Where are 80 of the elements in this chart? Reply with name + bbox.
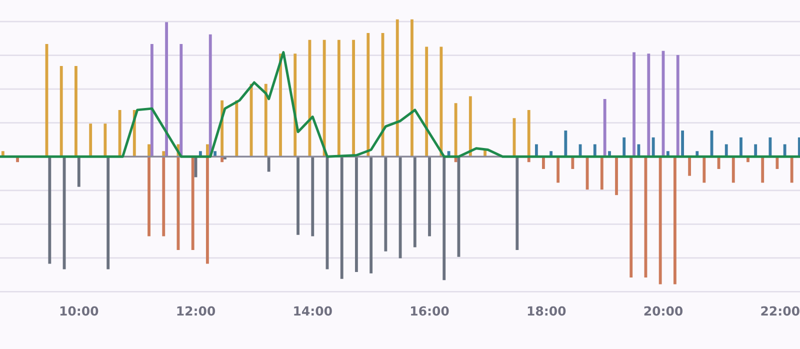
bar — [740, 137, 742, 157]
bar — [396, 19, 399, 157]
bar — [754, 144, 758, 157]
bar — [279, 54, 282, 157]
bar — [622, 137, 626, 157]
bar — [468, 96, 472, 157]
bar — [783, 144, 786, 157]
bar — [556, 156, 560, 183]
bar — [516, 156, 519, 250]
bar — [296, 156, 300, 235]
x-tick-label: 20:00 — [644, 306, 683, 316]
bar — [442, 156, 446, 280]
x-tick-label: 14:00 — [294, 306, 332, 316]
bar — [165, 22, 168, 157]
bar — [340, 156, 344, 279]
bar — [162, 151, 166, 157]
bar — [534, 144, 538, 157]
bar — [398, 156, 402, 258]
x-tick-label: 22:00 — [761, 306, 800, 316]
bar — [673, 156, 676, 284]
bar — [235, 100, 238, 157]
bar — [615, 156, 618, 196]
bar — [790, 156, 794, 183]
bar — [89, 124, 92, 157]
bar — [425, 46, 428, 157]
x-tick-label: 16:00 — [411, 306, 449, 316]
bar — [150, 44, 154, 157]
bar — [106, 156, 110, 270]
bar — [74, 66, 78, 157]
bar — [60, 66, 63, 157]
bar — [440, 46, 443, 157]
bar — [118, 110, 122, 157]
bar — [148, 144, 150, 157]
bar — [647, 54, 650, 157]
bar — [676, 55, 680, 157]
bar — [191, 156, 194, 250]
bar — [77, 156, 80, 187]
bar — [454, 103, 458, 157]
bar — [428, 156, 431, 236]
bar — [593, 144, 596, 157]
bar — [206, 156, 209, 264]
bar — [48, 156, 52, 264]
x-tick-label: 12:00 — [177, 306, 216, 316]
bar — [322, 40, 326, 157]
bar — [761, 156, 764, 183]
bar — [384, 156, 388, 252]
bar — [267, 156, 270, 172]
bar — [652, 137, 655, 157]
bar — [724, 144, 728, 157]
bar — [104, 124, 107, 157]
bar — [410, 19, 414, 157]
bar — [768, 137, 772, 157]
bar — [658, 156, 662, 284]
bar — [206, 144, 209, 157]
bar — [630, 156, 633, 278]
bar — [214, 151, 217, 157]
bar — [798, 137, 800, 157]
x-tick-label: 18:00 — [528, 306, 566, 316]
bar — [148, 156, 150, 236]
bar — [564, 130, 568, 157]
bar — [337, 40, 340, 157]
bar — [366, 33, 370, 157]
bar — [370, 156, 373, 274]
bar — [600, 156, 604, 190]
bar — [208, 34, 212, 157]
bar — [603, 98, 606, 157]
bar — [688, 156, 692, 176]
bar — [180, 44, 183, 157]
bar — [632, 52, 636, 157]
bar — [355, 156, 358, 272]
bar — [311, 156, 314, 236]
bar — [586, 156, 589, 190]
bar — [681, 130, 684, 157]
x-tick-label: 10:00 — [60, 306, 98, 316]
bar — [732, 156, 735, 183]
bar — [162, 156, 166, 236]
bar — [264, 84, 268, 157]
bar — [702, 156, 706, 183]
bar — [413, 156, 416, 248]
bar — [527, 110, 530, 157]
